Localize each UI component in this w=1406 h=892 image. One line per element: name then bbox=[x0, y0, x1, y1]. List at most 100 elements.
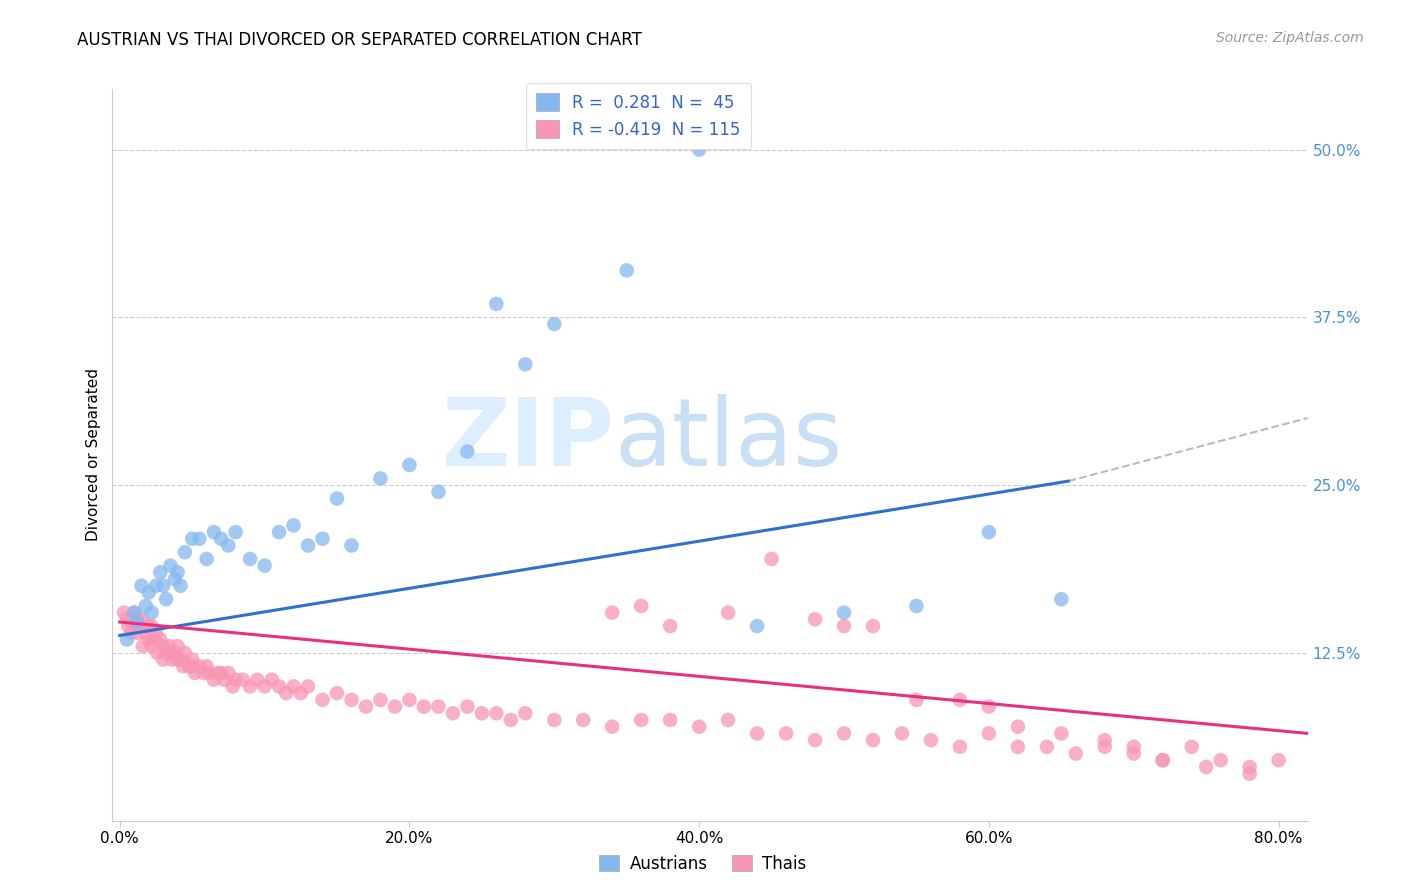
Point bbox=[398, 693, 420, 707]
Point bbox=[207, 665, 229, 680]
Point bbox=[145, 625, 167, 640]
Point bbox=[131, 579, 153, 593]
Point bbox=[1239, 760, 1261, 774]
Point bbox=[311, 532, 333, 546]
Point bbox=[174, 545, 197, 559]
Point bbox=[127, 625, 149, 640]
Point bbox=[745, 619, 768, 633]
Point bbox=[1007, 720, 1029, 734]
Point bbox=[804, 733, 827, 747]
Point bbox=[485, 297, 508, 311]
Point bbox=[1267, 753, 1289, 767]
Point bbox=[354, 699, 377, 714]
Point bbox=[155, 646, 177, 660]
Point bbox=[1007, 739, 1029, 754]
Point bbox=[1050, 592, 1073, 607]
Y-axis label: Divorced or Separated: Divorced or Separated bbox=[86, 368, 101, 541]
Point bbox=[920, 733, 942, 747]
Text: Source: ZipAtlas.com: Source: ZipAtlas.com bbox=[1216, 31, 1364, 45]
Point bbox=[160, 652, 183, 666]
Point bbox=[131, 612, 153, 626]
Point bbox=[276, 686, 298, 700]
Point bbox=[143, 632, 166, 647]
Point bbox=[688, 720, 710, 734]
Point bbox=[141, 606, 163, 620]
Point bbox=[188, 659, 211, 673]
Point bbox=[326, 686, 349, 700]
Point bbox=[163, 572, 186, 586]
Point bbox=[630, 713, 652, 727]
Point bbox=[217, 539, 239, 553]
Point bbox=[1036, 739, 1059, 754]
Point bbox=[138, 619, 160, 633]
Point bbox=[152, 652, 174, 666]
Point bbox=[138, 632, 160, 647]
Point bbox=[174, 646, 197, 660]
Point bbox=[1209, 753, 1232, 767]
Point bbox=[1181, 739, 1204, 754]
Point bbox=[195, 659, 218, 673]
Point bbox=[122, 606, 145, 620]
Point bbox=[260, 673, 283, 687]
Point bbox=[253, 558, 276, 573]
Point bbox=[169, 579, 191, 593]
Point bbox=[209, 665, 232, 680]
Point bbox=[775, 726, 797, 740]
Point bbox=[129, 619, 152, 633]
Point bbox=[326, 491, 349, 506]
Point bbox=[832, 619, 855, 633]
Point bbox=[905, 599, 928, 613]
Point bbox=[198, 665, 221, 680]
Point bbox=[141, 639, 163, 653]
Point bbox=[225, 525, 247, 540]
Point bbox=[340, 539, 363, 553]
Point bbox=[572, 713, 595, 727]
Point bbox=[659, 619, 682, 633]
Point bbox=[949, 693, 972, 707]
Point bbox=[1122, 739, 1144, 754]
Point bbox=[1122, 747, 1144, 761]
Point bbox=[340, 693, 363, 707]
Point bbox=[485, 706, 508, 721]
Legend: Austrians, Thais: Austrians, Thais bbox=[593, 848, 813, 880]
Point bbox=[163, 646, 186, 660]
Point bbox=[122, 606, 145, 620]
Point bbox=[117, 619, 139, 633]
Point bbox=[600, 720, 623, 734]
Point bbox=[157, 639, 180, 653]
Point bbox=[159, 558, 181, 573]
Point bbox=[120, 625, 142, 640]
Point bbox=[659, 713, 682, 727]
Point bbox=[159, 646, 181, 660]
Point bbox=[267, 680, 290, 694]
Point bbox=[543, 317, 565, 331]
Point bbox=[253, 680, 276, 694]
Point bbox=[456, 444, 478, 458]
Point bbox=[209, 532, 232, 546]
Point bbox=[135, 599, 157, 613]
Point bbox=[862, 733, 884, 747]
Point bbox=[1152, 753, 1174, 767]
Point bbox=[195, 552, 218, 566]
Point bbox=[232, 673, 254, 687]
Point bbox=[267, 525, 290, 540]
Point bbox=[311, 693, 333, 707]
Point bbox=[761, 552, 783, 566]
Point bbox=[184, 665, 207, 680]
Point bbox=[149, 632, 172, 647]
Point bbox=[166, 652, 188, 666]
Point bbox=[179, 659, 201, 673]
Point bbox=[471, 706, 494, 721]
Point bbox=[977, 726, 1000, 740]
Point bbox=[1094, 739, 1116, 754]
Point bbox=[949, 739, 972, 754]
Point bbox=[152, 579, 174, 593]
Point bbox=[169, 652, 191, 666]
Point bbox=[688, 143, 710, 157]
Point bbox=[515, 357, 537, 371]
Point bbox=[283, 518, 305, 533]
Point bbox=[188, 532, 211, 546]
Point bbox=[181, 659, 204, 673]
Text: AUSTRIAN VS THAI DIVORCED OR SEPARATED CORRELATION CHART: AUSTRIAN VS THAI DIVORCED OR SEPARATED C… bbox=[77, 31, 643, 49]
Point bbox=[239, 680, 262, 694]
